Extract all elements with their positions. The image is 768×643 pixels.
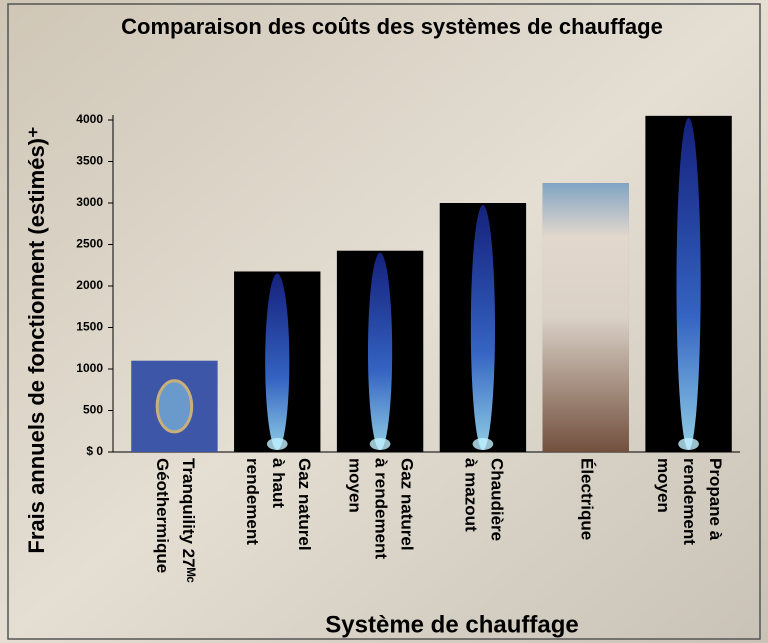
x-tick-label: Géothermique <box>153 458 172 573</box>
x-tick-label: Gaz naturel <box>398 458 417 551</box>
y-tick-label: 2500 <box>76 237 103 251</box>
y-tick-label: 4000 <box>76 112 103 126</box>
x-tick-label: à haut <box>269 458 288 508</box>
y-tick-label: 3500 <box>76 154 103 168</box>
flame <box>368 253 392 450</box>
flame-base <box>678 438 699 450</box>
y-tick-label: 2000 <box>76 278 103 292</box>
bar-image <box>543 183 629 452</box>
x-tick-label: Tranquility 27ᴹᶜ <box>179 458 198 583</box>
x-tick-label: Propane à <box>706 458 725 541</box>
x-tick-label: rendement <box>243 458 262 545</box>
x-tick-label: à rendement <box>372 458 391 559</box>
x-tick-label: Gaz naturel <box>295 458 314 551</box>
y-tick-label: 1000 <box>76 361 103 375</box>
y-tick-label: $ 0 <box>86 444 103 458</box>
x-tick-label: rendement <box>680 458 699 545</box>
flame <box>471 205 495 450</box>
flame-base <box>473 438 494 450</box>
page: Comparaison des coûts des systèmes de ch… <box>0 0 768 643</box>
x-tick-label: Chaudière <box>487 458 506 541</box>
y-axis-label: Frais annuels de fonctionnent (estimés)⁺ <box>24 126 49 553</box>
x-tick-label: Électrique <box>577 458 596 540</box>
x-tick-label: à mazout <box>461 458 480 532</box>
chart-title: Comparaison des coûts des systèmes de ch… <box>121 14 663 39</box>
flame-base <box>267 438 288 450</box>
y-tick-label: 3000 <box>76 195 103 209</box>
y-tick-label: 1500 <box>76 320 103 334</box>
flame-base <box>370 438 391 450</box>
flame <box>676 118 700 450</box>
globe <box>157 381 192 432</box>
x-tick-label: moyen <box>654 458 673 513</box>
flame <box>265 273 289 450</box>
x-tick-label: moyen <box>346 458 365 513</box>
x-axis-label: Système de chauffage <box>325 611 578 638</box>
y-tick-label: 500 <box>83 403 103 417</box>
chart: Comparaison des coûts des systèmes de ch… <box>0 0 768 643</box>
